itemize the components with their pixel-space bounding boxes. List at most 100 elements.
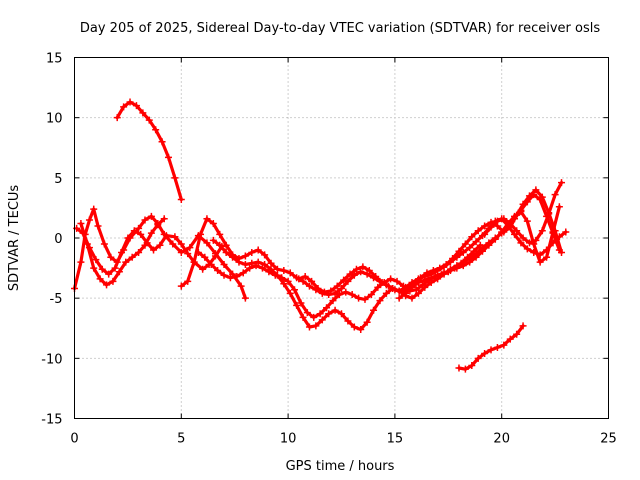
data-point xyxy=(562,228,570,236)
data-point xyxy=(77,220,85,228)
data-point xyxy=(372,273,380,281)
data-point xyxy=(203,215,211,223)
data-point xyxy=(147,212,155,220)
data-point xyxy=(135,224,143,232)
data-point xyxy=(229,253,237,261)
data-point xyxy=(120,103,128,111)
data-point xyxy=(201,253,209,261)
series-markers-arc5 xyxy=(77,215,168,289)
data-point xyxy=(344,277,352,285)
data-point xyxy=(299,313,307,321)
data-point xyxy=(303,309,311,317)
series-markers-arc2 xyxy=(455,322,527,373)
data-point xyxy=(513,227,521,235)
data-point xyxy=(124,234,132,242)
data-point xyxy=(258,264,266,272)
chart-title: Day 205 of 2025, Sidereal Day-to-day VTE… xyxy=(80,21,600,36)
data-point xyxy=(164,153,172,161)
data-point xyxy=(126,98,134,106)
data-point xyxy=(498,228,506,236)
data-point xyxy=(363,270,371,278)
data-point xyxy=(536,258,544,266)
data-point xyxy=(449,254,457,262)
data-point xyxy=(367,291,375,299)
data-point xyxy=(350,323,358,331)
data-point xyxy=(233,273,241,281)
data-point xyxy=(115,268,123,276)
data-point xyxy=(246,264,254,272)
data-point xyxy=(207,260,215,268)
y-tick-label: 0 xyxy=(54,232,62,247)
data-point xyxy=(209,220,217,228)
data-point xyxy=(500,215,508,223)
data-point xyxy=(293,301,301,309)
data-point xyxy=(241,294,249,302)
data-point xyxy=(481,350,489,358)
series-markers-arc1 xyxy=(113,98,185,203)
data-point xyxy=(162,232,170,240)
data-point xyxy=(472,238,480,246)
data-point xyxy=(525,192,533,200)
data-point xyxy=(77,258,85,266)
data-point xyxy=(440,269,448,277)
data-point xyxy=(393,277,401,285)
data-point xyxy=(158,138,166,146)
data-point xyxy=(359,263,367,271)
series-markers-arc11 xyxy=(481,179,566,247)
data-point xyxy=(113,114,121,122)
data-point xyxy=(532,186,540,194)
data-point xyxy=(374,283,382,291)
data-point xyxy=(519,322,527,330)
data-point xyxy=(468,233,476,241)
x-axis-label: GPS time / hours xyxy=(286,459,395,474)
data-point xyxy=(378,279,386,287)
data-point xyxy=(442,260,450,268)
data-point xyxy=(137,230,145,238)
data-point xyxy=(184,250,192,258)
data-point xyxy=(370,306,378,314)
data-point xyxy=(177,240,185,248)
data-point xyxy=(169,240,177,248)
data-point xyxy=(203,239,211,247)
data-point xyxy=(211,252,219,260)
data-point xyxy=(261,251,269,259)
data-point xyxy=(316,310,324,318)
data-point xyxy=(481,230,489,238)
series-group xyxy=(71,98,570,373)
data-point xyxy=(414,279,422,287)
data-point xyxy=(267,265,275,273)
data-point xyxy=(216,230,224,238)
data-point xyxy=(459,262,467,270)
y-axis-label: SDTVAR / TECUs xyxy=(7,185,22,292)
data-point xyxy=(220,260,228,268)
data-point xyxy=(421,276,429,284)
data-point xyxy=(455,364,463,372)
data-point xyxy=(506,220,514,228)
gridlines xyxy=(74,57,609,419)
data-point xyxy=(286,289,294,297)
data-point xyxy=(493,217,501,225)
data-point xyxy=(459,248,467,256)
data-point xyxy=(382,289,390,297)
data-point xyxy=(111,264,119,272)
data-point xyxy=(511,230,519,238)
data-point xyxy=(487,223,495,231)
data-point xyxy=(408,294,416,302)
data-point xyxy=(117,248,125,256)
data-point xyxy=(122,258,130,266)
data-point xyxy=(105,270,113,278)
data-point xyxy=(305,323,313,331)
data-point xyxy=(414,289,422,297)
data-point xyxy=(280,280,288,288)
y-tick-label: -15 xyxy=(41,413,62,428)
data-point xyxy=(519,200,527,208)
data-point xyxy=(543,253,551,261)
data-point xyxy=(147,229,155,237)
data-point xyxy=(461,365,469,373)
x-tick-label: 15 xyxy=(387,432,404,447)
data-point xyxy=(273,265,281,273)
data-point xyxy=(214,266,222,274)
data-point xyxy=(513,330,521,338)
data-point xyxy=(468,362,476,370)
